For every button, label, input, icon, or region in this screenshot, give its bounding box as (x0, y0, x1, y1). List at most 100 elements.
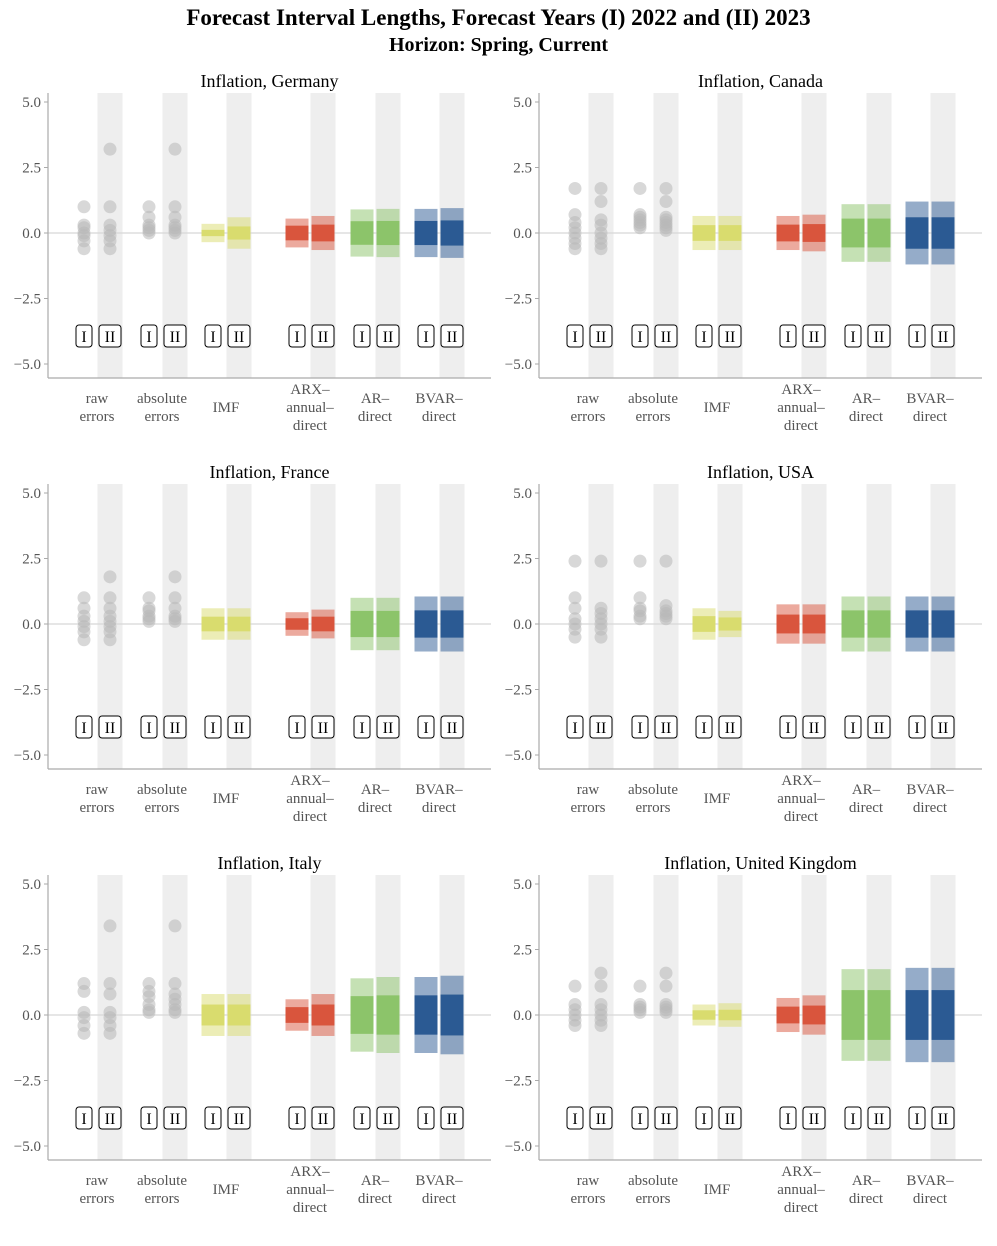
interval-inner-ARX (776, 1006, 800, 1024)
abs-error-point (659, 1005, 673, 1019)
raw-error-point (77, 242, 91, 256)
interval-inner-BVAR (931, 217, 955, 249)
raw-error-point (103, 200, 117, 214)
category-label: direct (293, 1200, 328, 1216)
year-label-box (75, 324, 93, 348)
category-label: IMF (213, 1182, 240, 1198)
year-label-box (417, 324, 435, 348)
year-label: I (210, 720, 215, 737)
year-label-box (204, 715, 222, 739)
interval-inner-ARX (285, 618, 309, 630)
raw-error-point (103, 987, 117, 1001)
year-label: I (294, 720, 299, 737)
year-label: I (850, 720, 855, 737)
interval-inner-BVAR (931, 610, 955, 638)
year-label-box (353, 324, 371, 348)
raw-error-point (103, 977, 117, 991)
year-label-box (867, 1106, 891, 1130)
interval-inner-ARX (802, 224, 826, 242)
interval-inner-AR (350, 221, 374, 245)
category-label: IMF (213, 791, 240, 807)
interval-inner-ARX (311, 1004, 335, 1026)
y-tick-label: −2.5 (505, 292, 532, 308)
category-label: direct (358, 409, 393, 425)
year-label-box (440, 715, 464, 739)
year-label: I (785, 329, 790, 346)
interval-inner-BVAR (414, 220, 438, 246)
category-label: AR– (361, 1173, 390, 1189)
year-label: I (701, 1111, 706, 1128)
year-label-box (75, 715, 93, 739)
category-label: errors (80, 1191, 115, 1207)
category-label: BVAR– (906, 782, 954, 798)
category-label: direct (784, 1200, 819, 1216)
category-label: direct (784, 809, 819, 825)
year-label-box (589, 324, 613, 348)
category-label: direct (358, 1191, 393, 1207)
year-label: II (725, 720, 736, 737)
interval-inner-ARX (285, 1007, 309, 1023)
raw-error-point (103, 919, 117, 933)
y-tick-label: −2.5 (505, 1074, 532, 1090)
category-label: annual– (286, 791, 334, 807)
year-label-box (779, 324, 797, 348)
year-label-box (718, 715, 742, 739)
year-label: I (423, 1111, 428, 1128)
year-label-box (695, 1106, 713, 1130)
year-label-box (931, 1106, 955, 1130)
year-label-box (227, 1106, 251, 1130)
interval-inner-BVAR (440, 994, 464, 1036)
year-label: II (318, 720, 329, 737)
abs-error-point (168, 591, 182, 605)
y-tick-label: −5.0 (505, 748, 532, 764)
year-label: I (423, 720, 428, 737)
interval-inner-IMF (692, 1010, 716, 1020)
year-label: I (359, 720, 364, 737)
interval-inner-AR (376, 995, 400, 1035)
interval-inner-IMF (227, 226, 251, 240)
category-label: direct (913, 800, 948, 816)
interval-inner-ARX (802, 1005, 826, 1025)
year-label: I (81, 1111, 86, 1128)
year-label-box (631, 715, 649, 739)
category-label: AR– (361, 782, 390, 798)
category-label: direct (849, 409, 884, 425)
year-label: I (637, 329, 642, 346)
year-label-box (163, 1106, 187, 1130)
year-label: I (637, 720, 642, 737)
year-label-box (802, 324, 826, 348)
interval-inner-BVAR (440, 610, 464, 638)
category-label: errors (145, 800, 180, 816)
panel-title: Inflation, France (210, 462, 330, 482)
interval-inner-IMF (718, 1009, 742, 1021)
category-label: errors (571, 800, 606, 816)
category-label: direct (849, 1191, 884, 1207)
raw-error-point (77, 984, 91, 998)
year-label: I (423, 329, 428, 346)
raw-error-point (77, 591, 91, 605)
y-tick-label: 5.0 (22, 877, 41, 893)
category-label: errors (571, 1191, 606, 1207)
year-label: II (447, 720, 458, 737)
interval-inner-ARX (311, 224, 335, 242)
year-label: II (874, 720, 885, 737)
year-label-box (631, 1106, 649, 1130)
year-label: II (809, 1111, 820, 1128)
year-label-box (931, 715, 955, 739)
year-label-box (98, 324, 122, 348)
category-label: errors (636, 1191, 671, 1207)
year-label: I (146, 720, 151, 737)
abs-error-point (659, 612, 673, 626)
interval-inner-AR (376, 220, 400, 246)
raw-error-point (568, 591, 582, 605)
interval-inner-BVAR (414, 995, 438, 1035)
year-label-box (844, 324, 862, 348)
y-tick-label: −5.0 (14, 748, 41, 764)
year-label: I (850, 329, 855, 346)
category-label: IMF (704, 791, 731, 807)
year-label: I (701, 720, 706, 737)
year-label-box (163, 715, 187, 739)
year-label-box (98, 1106, 122, 1130)
